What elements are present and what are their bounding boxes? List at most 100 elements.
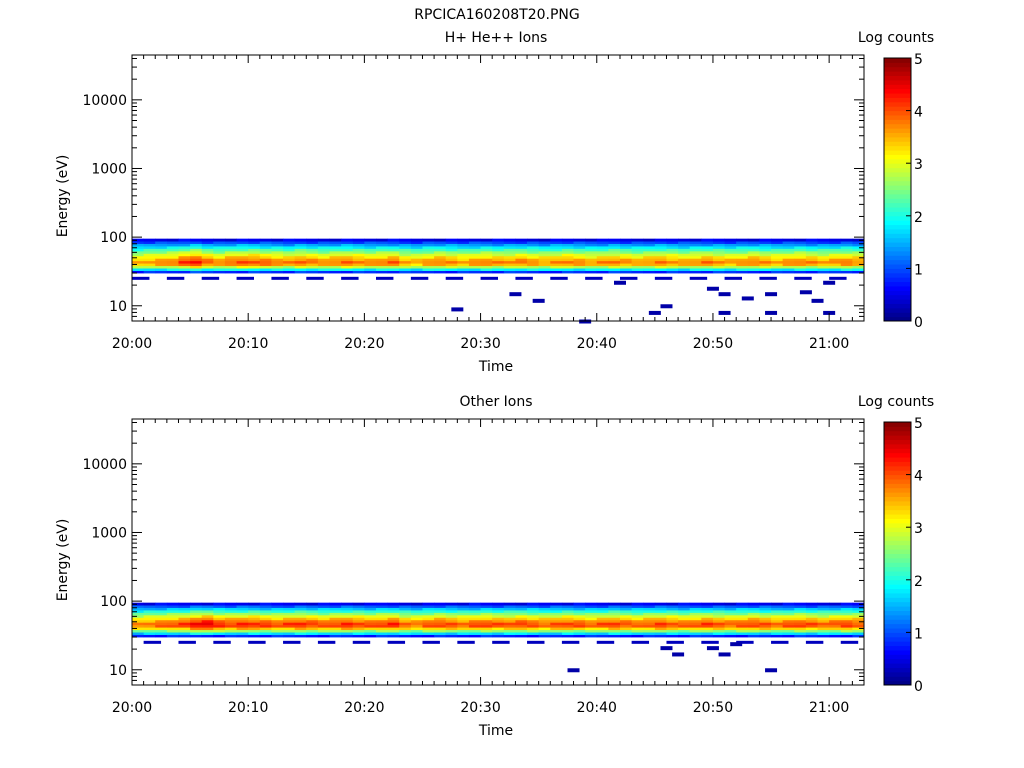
heatmap-cell: [736, 610, 749, 613]
heatmap-cell: [678, 602, 691, 606]
heatmap-cell: [503, 268, 516, 271]
heatmap-cell: [132, 614, 145, 618]
heatmap-cell: [538, 260, 551, 264]
heatmap-cell: [550, 238, 563, 242]
heatmap-cell: [782, 622, 795, 626]
heatmap-cell: [561, 238, 574, 242]
heatmap-cell: [283, 255, 296, 259]
heatmap-cell: [689, 243, 702, 247]
heatmap-cell: [306, 617, 319, 621]
colorbar-segment: [884, 150, 911, 155]
heatmap-cell: [166, 250, 179, 254]
heatmap-cell: [399, 260, 412, 264]
heatmap-cell: [852, 605, 865, 608]
x-tick-label: 20:50: [693, 700, 733, 716]
heatmap-cell: [608, 253, 621, 257]
heatmap-cell: [596, 627, 609, 631]
heatmap-cell: [271, 276, 289, 280]
sparse-point: [730, 642, 743, 647]
heatmap-cell: [248, 605, 261, 608]
heatmap-cell: [283, 250, 296, 254]
heatmap-cell: [840, 243, 853, 247]
colorbar-segment: [884, 171, 911, 177]
heatmap-cell: [805, 260, 818, 264]
heatmap-cell: [561, 255, 574, 259]
colorbar-segment: [884, 496, 911, 502]
colorbar-segment: [884, 237, 911, 243]
heatmap-cell: [306, 258, 319, 262]
heatmap-cell: [445, 248, 458, 252]
heatmap-cell: [678, 241, 691, 244]
heatmap-cell: [817, 627, 830, 631]
heatmap-cell: [771, 258, 784, 262]
colorbar-segment: [884, 307, 911, 313]
heatmap-cell: [306, 250, 319, 254]
heatmap-cell: [178, 265, 191, 269]
heatmap-cell: [457, 627, 470, 631]
heatmap-cell: [352, 610, 365, 613]
heatmap-cell: [550, 246, 563, 249]
colorbar-segment: [884, 457, 911, 462]
colorbar-segment: [884, 606, 911, 611]
heatmap-cell: [410, 260, 423, 264]
heatmap-cell: [724, 263, 737, 267]
heatmap-cell: [468, 265, 481, 269]
heatmap-cell: [190, 627, 203, 631]
heatmap-cell: [387, 263, 400, 267]
heatmap-cell: [782, 268, 795, 271]
heatmap-cell: [352, 270, 365, 274]
heatmap-cell: [399, 243, 412, 247]
heatmap-cell: [434, 624, 447, 628]
heatmap-cell: [678, 627, 691, 631]
heatmap-cell: [608, 263, 621, 267]
heatmap-cell: [654, 258, 667, 262]
heatmap-cell: [399, 258, 412, 262]
heatmap-cell: [178, 614, 191, 618]
heatmap-cell: [620, 610, 633, 613]
heatmap-cell: [805, 248, 818, 252]
heatmap-cell: [561, 627, 574, 631]
heatmap-cell: [468, 260, 481, 264]
heatmap-cell: [480, 624, 493, 628]
heatmap-cell: [794, 612, 807, 616]
heatmap-cell: [550, 265, 563, 269]
heatmap-cell: [747, 602, 760, 606]
heatmap-cell: [294, 617, 307, 621]
heatmap-cell: [701, 612, 714, 616]
heatmap-cell: [399, 248, 412, 252]
heatmap-cell: [608, 622, 621, 626]
heatmap-cell: [608, 605, 621, 608]
heatmap-cell: [620, 270, 633, 274]
heatmap-cell: [805, 258, 818, 262]
heatmap-cell: [387, 258, 400, 262]
colorbar-segment: [884, 246, 911, 252]
heatmap-cell: [654, 629, 667, 633]
colorbar-segment: [884, 575, 911, 581]
heatmap-cell: [515, 241, 528, 244]
heatmap-cell: [689, 632, 702, 635]
heatmap-cell: [631, 246, 644, 249]
heatmap-cell: [224, 624, 237, 628]
heatmap-cell: [561, 248, 574, 252]
colorbar-segment: [884, 452, 911, 458]
heatmap-cell: [678, 614, 691, 618]
heatmap-cell: [317, 619, 330, 623]
heatmap-cell: [143, 610, 156, 613]
heatmap-cell: [445, 268, 458, 271]
heatmap-cell: [155, 238, 168, 242]
heatmap-cell: [166, 624, 179, 628]
heatmap-cell: [527, 250, 540, 254]
heatmap-cell: [422, 248, 435, 252]
heatmap-cell: [201, 270, 214, 274]
heatmap-cell: [573, 602, 586, 606]
heatmap-cell: [178, 634, 191, 638]
heatmap-cell: [410, 248, 423, 252]
heatmap-cell: [132, 255, 145, 259]
colorbar-segment: [884, 277, 911, 283]
heatmap-cell: [492, 629, 505, 633]
heatmap-cell: [631, 268, 644, 271]
heatmap-cell: [434, 270, 447, 274]
heatmap-cell: [376, 265, 389, 269]
heatmap-cell: [515, 629, 528, 633]
colorbar-tick-label: 2: [914, 210, 923, 226]
